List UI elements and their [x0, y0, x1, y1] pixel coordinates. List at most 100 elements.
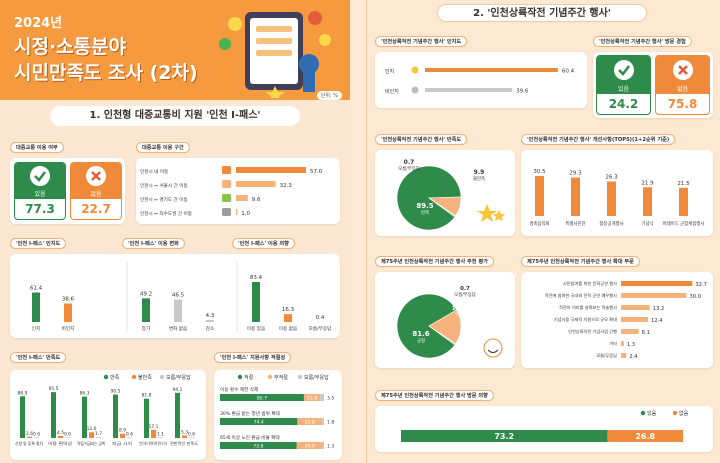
expand-card: 시민참여를 위한 문화공연 행사 32.7 작전에 참여한 국내외 전직 군인 예우… [521, 272, 713, 368]
route-card: 인천시 내 이동 57.0 인천시 ↔ 서울시 간 이동 32.3 인천시 ↔ 경기도 … [136, 158, 340, 224]
satisfaction-value: 86.9 [18, 390, 28, 396]
route-value: 32.3 [280, 183, 293, 189]
support-row-label: 30% 환급 받는 청년 범위 확대 [220, 410, 280, 417]
usage-no-box: 없음 22.7 [70, 162, 122, 220]
improve-bar [535, 175, 544, 216]
legend-swatch [103, 374, 109, 380]
recommend-category: 모름/무응답 [454, 291, 476, 298]
expand-bar [621, 293, 687, 298]
change-bar [142, 298, 150, 322]
satisfaction-bar [120, 433, 125, 438]
r-awareness-bar [425, 68, 558, 72]
satisfaction-value: 0.6 [126, 431, 133, 437]
support-segment [220, 442, 297, 449]
r-awareness-label: '인천상륙작전 기념주간 행사' 인지도 [375, 36, 468, 47]
recommend-value: 0.7 [460, 286, 470, 292]
satisfaction-bar [189, 437, 194, 438]
satisfaction-label: '인천 I-패스' 만족도 [10, 352, 67, 363]
route-bar [236, 167, 306, 173]
survey-year: 2024년 [14, 16, 63, 31]
satisfaction-bar [27, 436, 32, 438]
expand-category: 작전의 의미를 살펴보는 학술행사 [559, 304, 617, 311]
hero-banner: 2024년 시정·소통분야 시민만족도 조사 (2차) 단위: % [0, 0, 350, 100]
awareness-category: 인지 [32, 325, 40, 332]
expand-category: 인천상륙작전 기념사업 간행 [568, 328, 617, 335]
lightbulb-icon [411, 86, 419, 94]
change-value: 46.5 [172, 293, 185, 299]
route-mode-icon [222, 208, 231, 216]
satisfaction-bar [34, 437, 39, 438]
survey-title-line2: 시민만족도 조사 (2차) [14, 62, 198, 84]
hero-illustration [219, 11, 331, 98]
legend-label: 모름/무응답 [166, 374, 191, 381]
recommend-label: 제75주년 인천상륙작전 기념주간 행사 추천 평가 [375, 256, 494, 267]
route-bar [236, 209, 238, 215]
recommend-value: 81.6 [412, 330, 429, 338]
improve-label: '인천상륙작전 기념주간 행사' 개선사항(TOP5)(1+2순위 기준) [521, 134, 676, 145]
change-bar [174, 299, 182, 322]
awareness-category: 비인지 [62, 325, 75, 332]
satisfaction-bar [51, 392, 56, 438]
legend-label: 불만족 [138, 374, 152, 381]
awareness-value: 61.4 [30, 286, 43, 292]
expand-bar [621, 305, 650, 310]
visit-label: '인천상륙작전 기념주간 행사' 방문 경험 [593, 36, 692, 47]
improve-category: 합창공개행사 [599, 220, 623, 227]
legend-swatch [672, 410, 678, 416]
support-segment [220, 394, 304, 401]
satisfaction-slice [428, 197, 456, 218]
awareness-bar [32, 292, 40, 322]
expand-value: 1.3 [627, 342, 635, 348]
visit-yes-value: 24.2 [608, 97, 639, 111]
improve-card: 30.5 경축음악회 29.3 특별사진전 26.3 합창공개행사 21.9 기념식 21.5 퍼… [521, 150, 713, 236]
satisfaction-value: 90.5 [111, 389, 121, 395]
legend-swatch [237, 374, 243, 380]
lightbulb-icon [411, 66, 419, 74]
improve-value: 21.9 [641, 180, 654, 186]
check-icon [30, 166, 50, 186]
star-icon [493, 210, 505, 221]
change-category: 변화 없음 [169, 325, 187, 332]
change-value: 49.2 [140, 291, 152, 297]
expand-value: 12.4 [651, 318, 663, 324]
satisfaction-category: '인천 I-패스' 혜택에 대한 홍보 및 안내 [139, 440, 167, 446]
satisfaction-card: 만족 불만족 모름/무응답 86.9 2.6 0.6 신청 및 등록 절차 95.5 4.5 0.… [10, 370, 206, 460]
recommend-slice [396, 293, 458, 359]
route-bar [236, 195, 248, 201]
legend-label: 만족 [110, 374, 120, 381]
unit-note: 단위: % [316, 91, 342, 100]
intent-bar [252, 281, 260, 322]
legend-label: 모름/무응답 [304, 374, 329, 381]
intent-category: 이용 있음 [247, 325, 265, 332]
expand-value: 13.2 [653, 306, 665, 312]
usage-label: 대중교통 이용 여부 [10, 142, 64, 153]
expand-category: 기타 [609, 340, 617, 347]
legend-swatch [267, 374, 273, 380]
expand-chart: 시민참여를 위한 문화공연 행사 32.7 작전에 참여한 국내외 전직 군인 예우… [545, 280, 707, 360]
improve-value: 26.3 [605, 174, 618, 180]
visit-intent-label: 제75주년 인천상륙작전 기념주간 행사 방문 의향 [375, 390, 494, 401]
satisfaction-value: 1.7 [95, 431, 102, 437]
visit-intent-no-value: 26.8 [635, 432, 655, 441]
right-infographic: 2. '인천상륙작전 기념주간 행사' '인천상륙작전 기념주간 행사' 인지도… [366, 0, 720, 463]
route-bar [236, 181, 276, 187]
satisfaction-bar [175, 392, 180, 438]
route-item-label: 인천시 ↔ 서울시 간 이동 [140, 182, 188, 189]
expand-category: 모름/무응답 [596, 352, 617, 359]
expand-bar [621, 329, 639, 334]
satisfaction-value: 1.1 [157, 431, 164, 437]
small-charts-card: 61.4 인지 38.6 비인지 49.2 증가 46.5 변화 없음 4.3 감소 83.4 이용 … [10, 254, 340, 338]
improve-bar [679, 187, 688, 216]
improve-chart: 30.5 경축음악회 29.3 특별사진전 26.3 합창공개행사 21.9 기념식 21.5 퍼… [529, 169, 704, 227]
route-value: 1.0 [241, 211, 250, 217]
route-item-label: 인천시 ↔ 경기도 간 이동 [140, 196, 188, 203]
recommend-value: 17.7 [452, 305, 467, 312]
improve-category: 기념식 [641, 220, 653, 227]
support-value: 1.3 [327, 444, 334, 450]
legend-swatch [640, 410, 646, 416]
improve-value: 21.5 [677, 181, 690, 187]
satisfaction-bar [144, 398, 149, 438]
recommend-pie: 81.6긍정 17.7부정 0.7모름/무응답 [396, 286, 503, 359]
